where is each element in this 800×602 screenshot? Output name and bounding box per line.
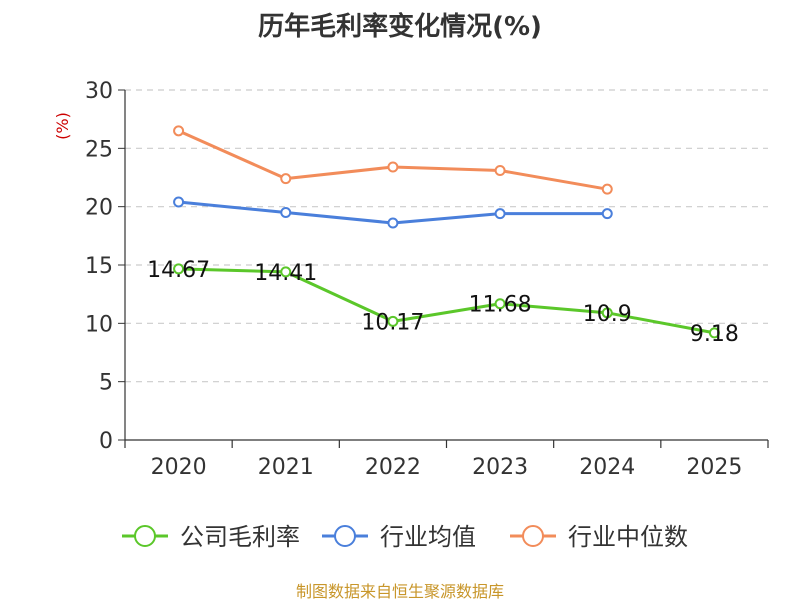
x-tick-label-2025: 2025 bbox=[686, 455, 742, 480]
legend-label-2: 行业中位数 bbox=[568, 523, 688, 551]
y-axis-label: (%) bbox=[53, 112, 72, 140]
data-label-2024: 10.9 bbox=[583, 302, 632, 327]
x-tick-label-2022: 2022 bbox=[365, 455, 421, 480]
legend-marker-1 bbox=[334, 525, 356, 547]
y-tick-label: 30 bbox=[85, 79, 113, 104]
x-tick-label-2024: 2024 bbox=[579, 455, 635, 480]
series-0-point-2023 bbox=[494, 298, 506, 310]
grid-layer bbox=[125, 89, 768, 383]
legend-marker-0 bbox=[134, 525, 156, 547]
y-tick-label: 5 bbox=[99, 371, 113, 396]
series-0-point-2020 bbox=[173, 263, 185, 275]
data-label-2025: 9.18 bbox=[690, 322, 739, 347]
data-label-2023: 11.68 bbox=[469, 293, 532, 318]
series-1-point-2022 bbox=[387, 217, 399, 229]
series-0-point-2025 bbox=[708, 327, 720, 339]
series-0-point-2021 bbox=[280, 266, 292, 278]
series-layer bbox=[173, 125, 720, 339]
data-label-layer: 14.67 14.41 10.17 11.68 10.9 9.18 bbox=[147, 258, 739, 347]
series-line-2 bbox=[177, 129, 608, 191]
y-tick-label: 10 bbox=[85, 312, 113, 337]
data-label-2022: 10.17 bbox=[361, 310, 424, 335]
series-0-point-2024 bbox=[601, 307, 613, 319]
chart-title: 历年毛利率变化情况(%) bbox=[258, 12, 542, 42]
source-note: 制图数据来自恒生聚源数据库 bbox=[295, 582, 504, 601]
series-1-point-2020 bbox=[173, 196, 185, 208]
x-tick-label-2020: 2020 bbox=[151, 455, 207, 480]
y-tick-label: 15 bbox=[85, 254, 113, 279]
series-1-point-2024 bbox=[601, 208, 613, 220]
legend-label-0: 公司毛利率 bbox=[180, 523, 300, 551]
legend-marker-2 bbox=[522, 525, 544, 547]
series-1-point-2023 bbox=[494, 208, 506, 220]
y-tick-label: 20 bbox=[85, 196, 113, 221]
series-1-point-2021 bbox=[280, 207, 292, 218]
y-tick-label: 25 bbox=[85, 137, 113, 162]
legend: 公司毛利率 行业均值 行业中位数 bbox=[122, 523, 688, 551]
series-2-point-2024 bbox=[601, 183, 613, 195]
legend-label-1: 行业均值 bbox=[380, 523, 476, 551]
series-0-point-2022 bbox=[387, 315, 399, 327]
x-tick-label-2021: 2021 bbox=[258, 455, 314, 480]
x-tick-label-2023: 2023 bbox=[472, 455, 528, 480]
data-label-2021: 14.41 bbox=[254, 261, 317, 286]
series-2-point-2020 bbox=[173, 125, 185, 137]
series-2-point-2021 bbox=[280, 173, 292, 185]
series-2-point-2023 bbox=[494, 165, 506, 176]
series-2-point-2022 bbox=[387, 161, 399, 173]
y-tick-label: 0 bbox=[99, 429, 113, 454]
data-label-2020: 14.67 bbox=[147, 258, 210, 283]
series-line-0 bbox=[178, 267, 715, 335]
